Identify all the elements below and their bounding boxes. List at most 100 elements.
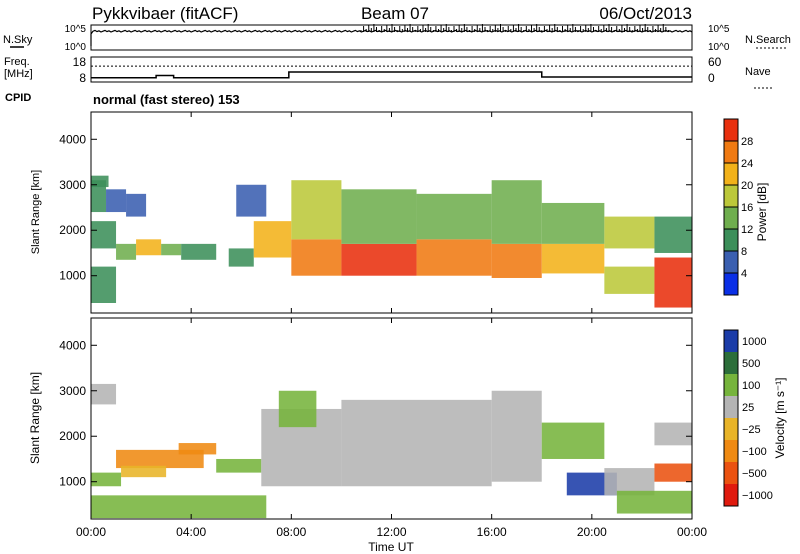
colorbar-tick-label: 100 xyxy=(742,380,760,392)
nsearch-tick-bottom: 10^0 xyxy=(708,42,730,53)
data-region xyxy=(291,180,342,240)
data-region xyxy=(91,266,117,303)
data-region xyxy=(236,184,267,217)
beam-title: Beam 07 xyxy=(361,4,429,23)
data-region xyxy=(178,443,217,455)
cpid-value: normal (fast stereo) 153 xyxy=(93,92,240,107)
data-region xyxy=(341,189,417,244)
data-region xyxy=(91,495,267,519)
colorbar-swatch xyxy=(724,484,738,506)
data-region xyxy=(253,221,292,258)
freq-unit-label: [MHz] xyxy=(4,68,33,80)
colorbar-tick-label: −500 xyxy=(742,468,767,480)
colorbar-tick-label: −100 xyxy=(742,446,767,458)
colorbar-tick-label: 500 xyxy=(742,358,760,370)
nsky-tick-top: 10^5 xyxy=(65,24,87,35)
colorbar-tick-label: 16 xyxy=(741,202,753,214)
x-tick-label: 04:00 xyxy=(176,525,206,539)
data-region xyxy=(91,221,117,249)
data-region xyxy=(541,243,605,274)
velocity-colorbar xyxy=(723,329,739,507)
freq-step-line xyxy=(91,71,692,79)
data-region xyxy=(216,458,262,473)
x-tick-label: 00:00 xyxy=(76,525,106,539)
colorbar-tick-label: 25 xyxy=(742,402,754,414)
data-region xyxy=(91,383,117,405)
colorbar-swatch xyxy=(724,273,738,295)
cpid-label: CPID xyxy=(5,92,31,104)
data-region xyxy=(91,472,122,487)
x-tick-label: 12:00 xyxy=(376,525,406,539)
x-axis-label: Time UT xyxy=(368,540,414,554)
data-region xyxy=(604,216,655,249)
nave-tick-top: 60 xyxy=(708,55,722,69)
data-region xyxy=(91,180,107,213)
nsky-label: N.Sky xyxy=(3,34,33,46)
colorbar-tick-label: −25 xyxy=(742,424,761,436)
station-title: Pykkvibaer (fitACF) xyxy=(92,4,238,23)
data-region xyxy=(291,239,342,276)
colorbar-swatch xyxy=(724,352,738,374)
data-region xyxy=(616,490,692,514)
data-region xyxy=(491,180,542,244)
freq-tick-bottom: 8 xyxy=(79,71,86,85)
data-region xyxy=(91,175,109,188)
data-region xyxy=(541,422,605,459)
nave-label: Nave xyxy=(745,66,771,78)
colorbar-swatch xyxy=(724,207,738,229)
nsky-trace xyxy=(90,24,693,46)
x-axis-ticks: 00:00 04:00 08:00 12:00 16:00 20:00 00:00 xyxy=(76,112,707,539)
colorbar-swatch xyxy=(724,119,738,141)
freq-trace xyxy=(91,71,692,79)
colorbar-swatch xyxy=(724,462,738,484)
power-colorbar-label: Power [dB] xyxy=(755,183,769,242)
y-tick-label: 3000 xyxy=(59,384,86,398)
velocity-data-regions xyxy=(91,383,692,519)
data-region xyxy=(416,193,492,240)
data-region xyxy=(278,390,317,428)
y-tick-label: 4000 xyxy=(59,338,86,352)
data-region xyxy=(106,189,127,213)
power-ylabel: Slant Range [km] xyxy=(30,170,42,254)
colorbar-swatch xyxy=(724,251,738,273)
y-tick-label: 2000 xyxy=(59,429,86,443)
x-tick-label: 08:00 xyxy=(276,525,306,539)
data-region xyxy=(228,248,254,267)
freq-strip-frame xyxy=(90,56,693,83)
colorbar-frame xyxy=(723,329,739,507)
nsky-tick-bottom: 10^0 xyxy=(65,42,87,53)
y-tick-label: 1000 xyxy=(59,475,86,489)
data-region xyxy=(604,266,655,294)
colorbar-swatch xyxy=(724,185,738,207)
colorbar-tick-label: 28 xyxy=(741,136,753,148)
x-tick-label: 20:00 xyxy=(577,525,607,539)
colorbar-tick-label: 24 xyxy=(741,158,753,170)
colorbar-tick-label: 4 xyxy=(741,268,747,280)
data-region xyxy=(121,465,167,478)
freq-label: Freq. xyxy=(4,56,30,68)
data-region xyxy=(541,202,605,244)
colorbar-swatch xyxy=(724,163,738,185)
colorbar-swatch xyxy=(724,440,738,462)
data-region xyxy=(341,399,492,487)
y-tick-label: 2000 xyxy=(59,223,86,237)
data-region xyxy=(654,422,692,446)
colorbar-tick-label: 20 xyxy=(741,180,753,192)
power-data-regions xyxy=(91,175,692,308)
y-tick-label: 4000 xyxy=(59,132,86,146)
data-region xyxy=(654,257,692,308)
velocity-colorbar-label: Velocity [m s⁻¹] xyxy=(773,377,787,458)
data-region xyxy=(341,243,417,276)
colorbar-tick-label: 8 xyxy=(741,246,747,258)
y-tick-label: 3000 xyxy=(59,178,86,192)
data-region xyxy=(654,463,692,482)
data-region xyxy=(491,390,542,482)
colorbar-swatch xyxy=(724,418,738,440)
nsky-line xyxy=(90,29,693,46)
freq-tick-top: 18 xyxy=(73,55,87,69)
x-tick-label: 00:00 xyxy=(677,525,707,539)
nave-tick-bottom: 0 xyxy=(708,71,715,85)
data-region xyxy=(654,216,692,253)
nsearch-tick-top: 10^5 xyxy=(708,24,730,35)
